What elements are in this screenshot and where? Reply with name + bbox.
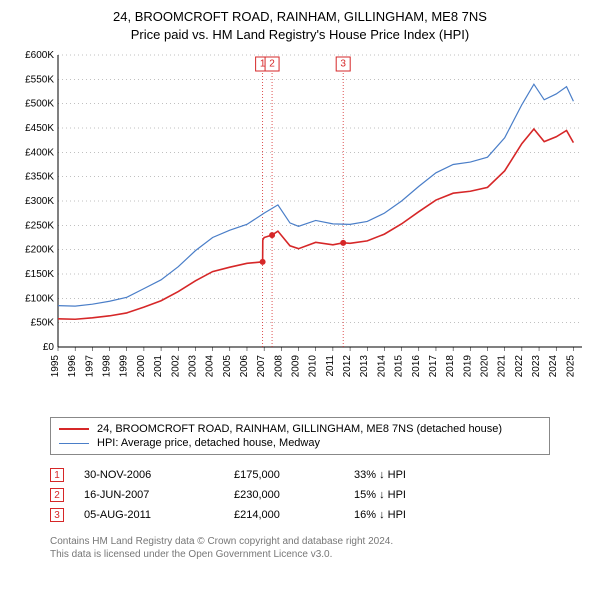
svg-text:1999: 1999	[119, 355, 130, 378]
sale-hpi-diff: 15% ↓ HPI	[354, 489, 474, 501]
svg-text:2000: 2000	[136, 355, 147, 378]
sale-price: £230,000	[234, 489, 334, 501]
svg-text:£350K: £350K	[25, 172, 54, 183]
title-line2: Price paid vs. HM Land Registry's House …	[10, 26, 590, 44]
svg-text:£550K: £550K	[25, 74, 54, 85]
svg-text:2006: 2006	[239, 355, 250, 378]
svg-text:£200K: £200K	[25, 245, 54, 256]
svg-text:1996: 1996	[67, 355, 78, 378]
sale-price: £214,000	[234, 509, 334, 521]
sale-date: 30-NOV-2006	[84, 469, 214, 481]
svg-text:1995: 1995	[50, 355, 61, 378]
sale-marker-icon: 2	[50, 488, 64, 502]
svg-text:2007: 2007	[256, 355, 267, 378]
legend: 24, BROOMCROFT ROAD, RAINHAM, GILLINGHAM…	[50, 417, 550, 455]
footer-line1: Contains HM Land Registry data © Crown c…	[50, 535, 550, 548]
legend-swatch	[59, 428, 89, 430]
svg-text:£300K: £300K	[25, 196, 54, 207]
svg-text:2023: 2023	[531, 355, 542, 378]
svg-text:2003: 2003	[187, 355, 198, 378]
svg-text:2005: 2005	[222, 355, 233, 378]
sale-price: £175,000	[234, 469, 334, 481]
svg-text:2021: 2021	[497, 355, 508, 378]
svg-text:2014: 2014	[376, 355, 387, 378]
svg-text:2015: 2015	[394, 355, 405, 378]
svg-text:2019: 2019	[462, 355, 473, 378]
svg-text:2022: 2022	[514, 355, 525, 378]
svg-text:£100K: £100K	[25, 293, 54, 304]
sale-date: 16-JUN-2007	[84, 489, 214, 501]
sale-row: 2 16-JUN-2007 £230,000 15% ↓ HPI	[50, 485, 550, 505]
svg-text:2020: 2020	[480, 355, 491, 378]
legend-swatch	[59, 443, 89, 444]
sale-hpi-diff: 33% ↓ HPI	[354, 469, 474, 481]
title-line1: 24, BROOMCROFT ROAD, RAINHAM, GILLINGHAM…	[10, 8, 590, 26]
svg-text:£500K: £500K	[25, 99, 54, 110]
svg-text:2013: 2013	[359, 355, 370, 378]
legend-item: 24, BROOMCROFT ROAD, RAINHAM, GILLINGHAM…	[59, 422, 541, 436]
sales-table: 1 30-NOV-2006 £175,000 33% ↓ HPI 2 16-JUN-200…	[50, 465, 550, 525]
sale-marker-icon: 3	[50, 508, 64, 522]
svg-text:2004: 2004	[205, 355, 216, 378]
footer-attribution: Contains HM Land Registry data © Crown c…	[50, 535, 550, 561]
chart-svg: £0 £50K £100K £150K £200K £250K £300K £350K £400…	[10, 47, 590, 407]
svg-text:£450K: £450K	[25, 123, 54, 134]
svg-text:2012: 2012	[342, 355, 353, 378]
svg-text:2018: 2018	[445, 355, 456, 378]
svg-text:£50K: £50K	[31, 318, 55, 329]
svg-text:1998: 1998	[102, 355, 113, 378]
svg-text:£400K: £400K	[25, 147, 54, 158]
legend-label: HPI: Average price, detached house, Medw…	[97, 437, 320, 449]
sale-marker-icon: 1	[50, 468, 64, 482]
line-chart: £0 £50K £100K £150K £200K £250K £300K £350K £400…	[10, 47, 590, 407]
svg-text:3: 3	[340, 59, 346, 70]
svg-text:2: 2	[269, 59, 275, 70]
chart-title: 24, BROOMCROFT ROAD, RAINHAM, GILLINGHAM…	[10, 8, 590, 43]
svg-text:2011: 2011	[325, 355, 336, 377]
svg-text:2016: 2016	[411, 355, 422, 378]
svg-text:£150K: £150K	[25, 269, 54, 280]
svg-text:2017: 2017	[428, 355, 439, 378]
legend-item: HPI: Average price, detached house, Medw…	[59, 436, 541, 450]
chart-container: 24, BROOMCROFT ROAD, RAINHAM, GILLINGHAM…	[0, 0, 600, 571]
sale-row: 1 30-NOV-2006 £175,000 33% ↓ HPI	[50, 465, 550, 485]
svg-text:£0: £0	[43, 342, 55, 353]
svg-text:2025: 2025	[565, 355, 576, 378]
sale-hpi-diff: 16% ↓ HPI	[354, 509, 474, 521]
footer-line2: This data is licensed under the Open Gov…	[50, 548, 550, 561]
sale-row: 3 05-AUG-2011 £214,000 16% ↓ HPI	[50, 505, 550, 525]
svg-text:2010: 2010	[308, 355, 319, 378]
legend-label: 24, BROOMCROFT ROAD, RAINHAM, GILLINGHAM…	[97, 423, 502, 435]
svg-text:£250K: £250K	[25, 220, 54, 231]
svg-text:2009: 2009	[291, 355, 302, 378]
svg-text:2001: 2001	[153, 355, 164, 378]
svg-text:£600K: £600K	[25, 50, 54, 61]
svg-text:2008: 2008	[273, 355, 284, 378]
svg-text:2002: 2002	[170, 355, 181, 378]
svg-text:1997: 1997	[84, 355, 95, 378]
sale-date: 05-AUG-2011	[84, 509, 214, 521]
svg-text:2024: 2024	[548, 355, 559, 378]
